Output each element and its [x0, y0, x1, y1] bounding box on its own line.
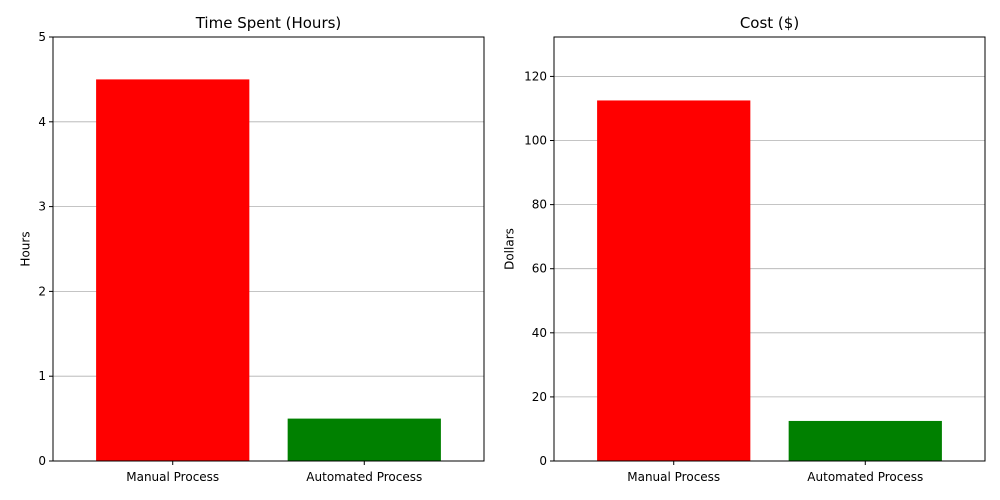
- bar-automated-process: [287, 418, 441, 461]
- y-axis-ticks: 0 1 2 3 4 5: [38, 30, 53, 468]
- y-tick-label: 20: [532, 390, 547, 404]
- x-tick-label: Manual Process: [126, 470, 219, 484]
- y-tick-label: 2: [38, 284, 46, 298]
- y-tick-label: 4: [38, 115, 46, 129]
- y-tick-label: 1: [38, 369, 46, 383]
- x-tick-label: Automated Process: [807, 470, 923, 484]
- time-spent-chart: Time Spent (Hours) Hours 0 1 2 3 4 5 Manual Pr…: [19, 14, 485, 484]
- y-tick-label: 40: [532, 326, 547, 340]
- x-tick-label: Automated Process: [306, 470, 422, 484]
- y-tick-label: 3: [38, 200, 46, 214]
- y-tick-label: 0: [539, 454, 547, 468]
- y-tick-label: 5: [38, 30, 46, 44]
- y-tick-label: 60: [532, 262, 547, 276]
- x-tick-label: Manual Process: [627, 470, 720, 484]
- cost-chart: Cost ($) Dollars 0 20 40 60 80 100 120 Manual P…: [503, 14, 986, 484]
- chart-title: Cost ($): [740, 14, 799, 32]
- y-tick-label: 0: [38, 454, 46, 468]
- y-tick-label: 120: [524, 69, 547, 83]
- bar-manual-process: [597, 100, 751, 461]
- bar-automated-process: [788, 420, 942, 461]
- y-tick-label: 100: [524, 134, 547, 148]
- plot-frame: [553, 36, 986, 462]
- chart-title: Time Spent (Hours): [195, 14, 342, 32]
- bars: [96, 79, 441, 462]
- y-tick-label: 80: [532, 198, 547, 212]
- bars: [597, 100, 942, 461]
- y-axis-label: Dollars: [503, 228, 517, 270]
- bar-manual-process: [96, 79, 250, 462]
- x-axis-ticks: Manual Process Automated Process: [627, 461, 923, 484]
- plot-frame: [52, 36, 485, 462]
- y-axis-label: Hours: [19, 231, 33, 266]
- x-axis-ticks: Manual Process Automated Process: [126, 461, 422, 484]
- y-axis-ticks: 0 20 40 60 80 100 120: [524, 69, 554, 468]
